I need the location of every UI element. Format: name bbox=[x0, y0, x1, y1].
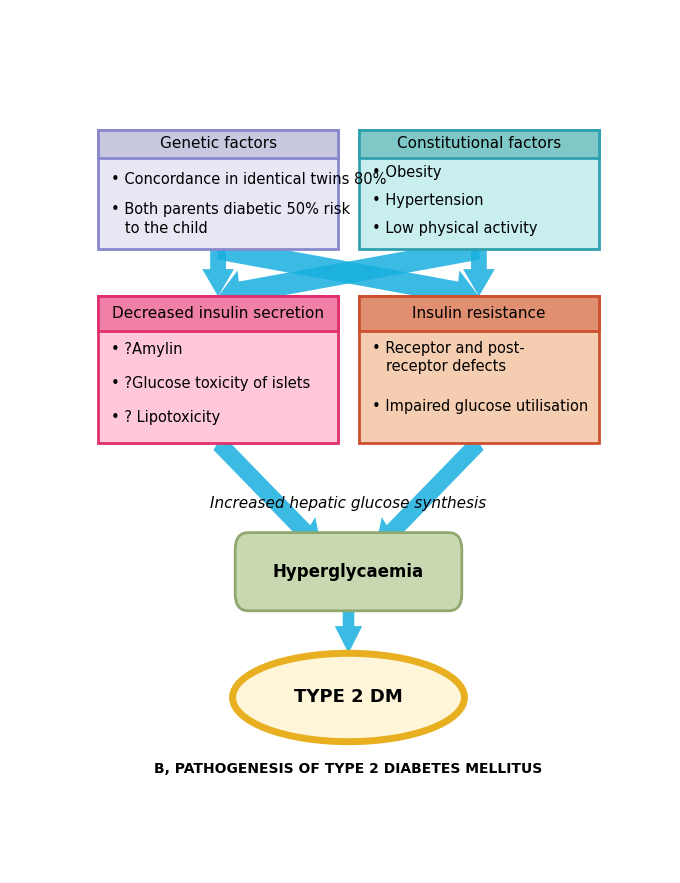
Polygon shape bbox=[463, 249, 495, 297]
FancyBboxPatch shape bbox=[98, 297, 338, 442]
FancyBboxPatch shape bbox=[235, 532, 462, 611]
Text: • ? Lipotoxicity: • ? Lipotoxicity bbox=[112, 410, 220, 425]
Polygon shape bbox=[217, 238, 479, 314]
Polygon shape bbox=[218, 238, 480, 314]
Polygon shape bbox=[214, 435, 322, 549]
Text: Genetic factors: Genetic factors bbox=[160, 136, 277, 151]
Text: Decreased insulin secretion: Decreased insulin secretion bbox=[112, 306, 324, 321]
Text: • ?Glucose toxicity of islets: • ?Glucose toxicity of islets bbox=[112, 375, 311, 390]
Text: Insulin resistance: Insulin resistance bbox=[412, 306, 545, 321]
FancyBboxPatch shape bbox=[98, 297, 338, 331]
Text: Increased hepatic glucose synthesis: Increased hepatic glucose synthesis bbox=[210, 496, 487, 511]
Text: • Both parents diabetic 50% risk
   to the child: • Both parents diabetic 50% risk to the … bbox=[112, 202, 350, 236]
Polygon shape bbox=[202, 249, 234, 297]
Text: B, PATHOGENESIS OF TYPE 2 DIABETES MELLITUS: B, PATHOGENESIS OF TYPE 2 DIABETES MELLI… bbox=[154, 762, 543, 776]
Text: • Receptor and post-
   receptor defects: • Receptor and post- receptor defects bbox=[372, 341, 525, 374]
Ellipse shape bbox=[233, 653, 464, 742]
Polygon shape bbox=[335, 593, 362, 653]
FancyBboxPatch shape bbox=[359, 130, 599, 249]
Text: • Low physical activity: • Low physical activity bbox=[372, 221, 538, 236]
FancyBboxPatch shape bbox=[359, 297, 599, 331]
Text: • Impaired glucose utilisation: • Impaired glucose utilisation bbox=[372, 398, 588, 413]
FancyBboxPatch shape bbox=[98, 130, 338, 158]
Text: • Hypertension: • Hypertension bbox=[372, 193, 483, 208]
FancyBboxPatch shape bbox=[359, 297, 599, 442]
Text: • Concordance in identical twins 80%: • Concordance in identical twins 80% bbox=[112, 172, 387, 187]
FancyBboxPatch shape bbox=[359, 130, 599, 158]
FancyBboxPatch shape bbox=[98, 130, 338, 249]
Text: Hyperglycaemia: Hyperglycaemia bbox=[273, 562, 424, 581]
Polygon shape bbox=[375, 435, 483, 549]
Text: • ?Amylin: • ?Amylin bbox=[112, 342, 183, 357]
Text: Constitutional factors: Constitutional factors bbox=[397, 136, 561, 151]
Text: • Obesity: • Obesity bbox=[372, 165, 442, 180]
Text: TYPE 2 DM: TYPE 2 DM bbox=[294, 689, 403, 706]
